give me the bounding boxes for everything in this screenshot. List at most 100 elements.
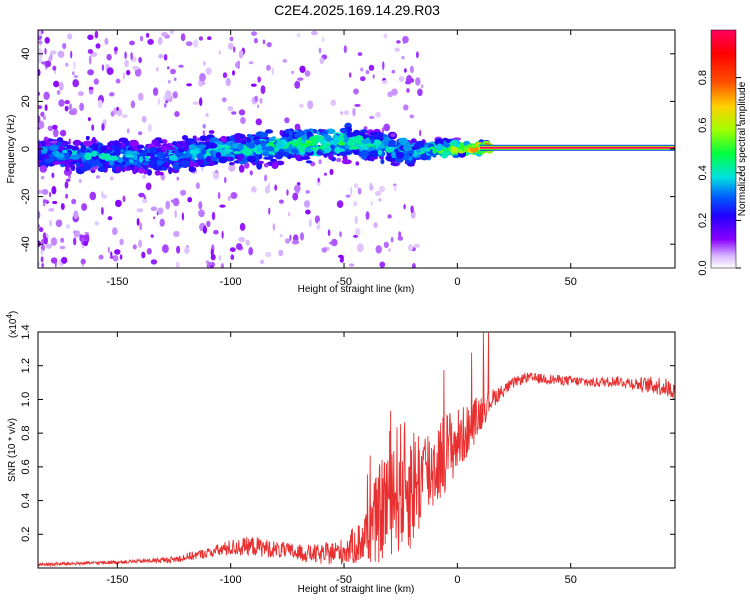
- spectrogram-speckle: [206, 220, 211, 228]
- spectrogram-speckle: [245, 239, 251, 246]
- spectrogram-speckle: [235, 61, 240, 69]
- snr-y-multiplier-base: (x10: [8, 318, 19, 338]
- spectrogram-speckle: [172, 197, 180, 207]
- spectrogram-cell: [163, 162, 170, 168]
- spectrogram-speckle: [88, 55, 92, 65]
- spectrogram-speckle: [355, 161, 360, 166]
- spectrogram-speckle: [178, 64, 184, 68]
- spectrogram-cell: [339, 127, 348, 134]
- spectrogram-speckle: [405, 80, 412, 85]
- spectrogram-speckle: [265, 251, 272, 258]
- spectrogram-speckle: [59, 245, 66, 250]
- spectrogram-speckle: [271, 67, 275, 76]
- spectrogram-cell: [288, 130, 293, 137]
- spectrogram-speckle: [38, 68, 41, 77]
- spectrogram-y-tick-label: -20: [20, 189, 32, 205]
- spectrogram-cell: [382, 140, 389, 146]
- spectrogram-speckle: [213, 229, 219, 235]
- spectrogram-speckle: [353, 183, 359, 189]
- colorbar-label: Normalized spectral amplitude: [737, 81, 748, 216]
- spectrogram-cell: [452, 147, 457, 152]
- spectrogram-speckle: [248, 247, 254, 256]
- spectrogram-speckle: [38, 115, 41, 124]
- spectrogram-speckle: [317, 177, 320, 183]
- spectrogram-speckle: [53, 128, 59, 138]
- spectrogram-speckle: [95, 175, 100, 179]
- spectrogram-speckle: [129, 40, 135, 46]
- spectrogram-x-tick-label: -50: [336, 276, 352, 288]
- spectrogram-speckle: [112, 227, 118, 236]
- spectrogram-speckle: [287, 212, 291, 217]
- spectrogram-cell: [407, 163, 415, 167]
- spectrogram-speckle: [255, 118, 262, 126]
- spectrogram-speckle: [139, 35, 144, 42]
- spectrogram-cell: [94, 158, 101, 166]
- spectrogram-speckle: [157, 207, 164, 215]
- spectrogram-speckle: [52, 200, 58, 205]
- spectrogram-speckle: [98, 254, 104, 260]
- spectrogram-speckle: [60, 129, 67, 137]
- spectrogram-speckle: [73, 230, 80, 238]
- spectrogram-cell: [403, 144, 411, 152]
- spectrogram-speckle: [184, 246, 190, 255]
- spectrogram-speckle: [48, 208, 55, 212]
- spectrogram-speckle: [38, 40, 43, 45]
- spectrogram-speckle: [319, 57, 325, 64]
- spectrogram-speckle: [289, 234, 292, 241]
- spectrogram-cell: [66, 145, 74, 150]
- spectrogram-speckle: [219, 204, 226, 208]
- snr-y-tick-label: 1.4: [20, 324, 32, 339]
- spectrogram-speckle: [146, 248, 152, 255]
- spectrogram-speckle: [264, 174, 268, 182]
- spectrogram-speckle: [40, 175, 45, 180]
- spectrogram-cell: [328, 154, 334, 160]
- spectrogram-cell: [174, 148, 179, 156]
- spectrogram-speckle: [257, 104, 260, 109]
- spectrogram-speckle: [38, 30, 42, 37]
- spectrogram-speckle: [249, 170, 253, 176]
- spectrogram-speckle: [50, 50, 57, 55]
- spectrogram-speckle: [350, 186, 353, 196]
- spectrogram-speckle: [186, 83, 193, 87]
- spectrogram-speckle: [394, 47, 400, 52]
- spectrogram-speckle: [91, 124, 95, 131]
- spectrogram-speckle: [150, 234, 154, 238]
- spectrogram-speckle: [109, 92, 115, 97]
- spectrogram-cell: [61, 142, 68, 146]
- snr-plot-area: [38, 332, 675, 568]
- spectrogram-speckle: [81, 203, 88, 211]
- spectrogram-cell: [233, 133, 244, 140]
- snr-x-tick-label: 0: [454, 574, 460, 586]
- spectrogram-speckle: [211, 211, 216, 221]
- spectrogram-speckle: [73, 75, 78, 78]
- spectrogram-cell: [399, 137, 409, 146]
- spectrogram-speckle: [170, 199, 175, 203]
- spectrogram-speckle: [193, 39, 199, 48]
- spectrogram-cell: [79, 164, 84, 167]
- spectrogram-speckle: [336, 200, 344, 209]
- spectrogram-speckle: [97, 99, 103, 109]
- spectrogram-cell: [361, 129, 367, 134]
- spectrogram-speckle: [162, 244, 169, 254]
- spectrogram-speckle: [126, 128, 130, 134]
- spectrogram-speckle: [199, 73, 206, 82]
- spectrogram-speckle: [274, 184, 278, 191]
- spectrogram-cell: [369, 150, 379, 158]
- spectrogram-speckle: [311, 30, 318, 36]
- spectrogram-cell: [199, 135, 208, 142]
- spectrogram-cell: [220, 135, 227, 143]
- spectrogram-speckle: [181, 212, 185, 221]
- spectrogram-speckle: [107, 216, 113, 221]
- spectrogram-speckle: [138, 239, 143, 248]
- snr-x-tick-label: -100: [220, 574, 242, 586]
- spectrogram-cell: [322, 130, 329, 135]
- spectrogram-cell: [218, 156, 228, 164]
- spectrogram-cell: [391, 151, 396, 159]
- spectrogram-cell: [458, 142, 465, 150]
- spectrogram-speckle: [107, 246, 110, 254]
- spectrogram-speckle: [198, 36, 203, 41]
- spectrogram-cell: [259, 132, 269, 138]
- spectrogram-cell: [70, 164, 76, 170]
- spectrogram-speckle: [383, 33, 388, 39]
- spectrogram-speckle: [42, 199, 49, 203]
